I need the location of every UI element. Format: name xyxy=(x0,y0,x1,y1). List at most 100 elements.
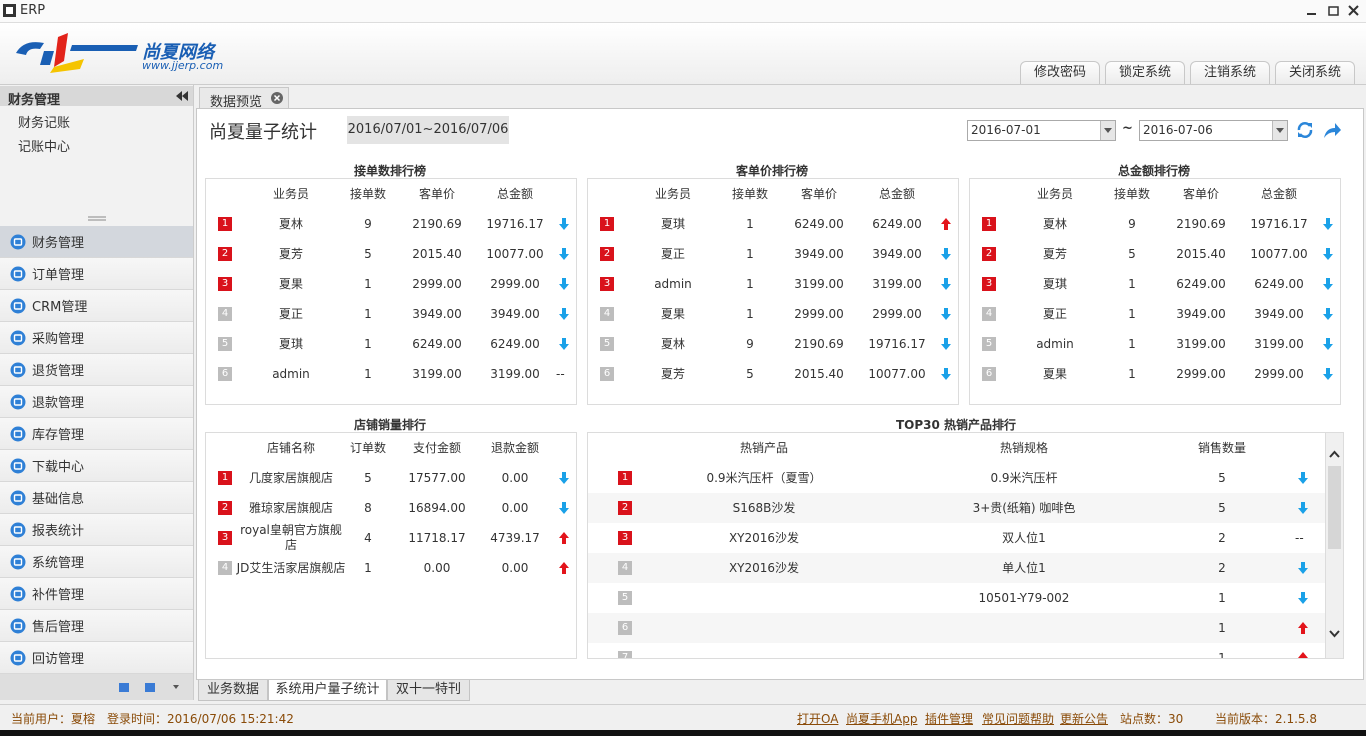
table-row: 3 夏果 1 2999.00 2999.00 xyxy=(206,269,576,299)
dropdown-arrow xyxy=(1272,121,1287,140)
table-header-row: 业务员 接单数 客单价 总金额 xyxy=(206,179,576,209)
bottom-tab[interactable]: 双十一特刊 xyxy=(387,680,470,701)
header-button[interactable]: 锁定系统 xyxy=(1105,61,1185,84)
table-row: 1 几度家居旗舰店 5 17577.00 0.00 xyxy=(206,463,576,493)
table-cell: 1 xyxy=(364,366,372,381)
header: 尚夏网络 www.jjerp.com 修改密码 锁定系统 注销系统 关闭系统 xyxy=(0,23,1366,85)
table-cell: 夏林 xyxy=(660,336,685,351)
header-button[interactable]: 关闭系统 xyxy=(1275,61,1355,84)
menu-icon xyxy=(10,586,26,601)
table-cell: 1 xyxy=(1218,620,1226,635)
menu-item[interactable]: 补件管理 xyxy=(0,578,193,610)
sidebar-sub-item[interactable]: 财务记账 xyxy=(18,116,71,131)
share-button[interactable] xyxy=(1322,121,1342,139)
menu-item[interactable]: CRM管理 xyxy=(0,290,193,322)
column-header: 热销产品 xyxy=(739,440,788,455)
menu-item[interactable]: 库存管理 xyxy=(0,418,193,450)
title-bar: ERP xyxy=(0,0,1366,23)
rank-badge: 3 xyxy=(218,277,232,291)
menu-item[interactable]: 财务管理 xyxy=(0,226,193,258)
status-link[interactable]: 插件管理 xyxy=(925,712,974,726)
trend-down-arrow xyxy=(1298,502,1308,514)
splitter[interactable] xyxy=(88,216,106,221)
bottom-tab[interactable]: 系统用户量子统计 xyxy=(268,680,387,701)
table-cell: 夏果 xyxy=(1042,366,1067,381)
date-select[interactable]: 2016-07-06 xyxy=(1139,120,1288,141)
menu-icon xyxy=(10,298,26,313)
table-cell: 5 xyxy=(1128,246,1136,261)
table-row: 3 XY2016沙发 双人位1 2 -- xyxy=(588,523,1326,553)
scrollbar[interactable] xyxy=(1325,432,1344,659)
table-cell: 夏芳 xyxy=(660,366,685,381)
table-title: 客单价排行榜 xyxy=(735,164,808,178)
table-cell: 3199.00 xyxy=(1254,336,1304,351)
rank-badge: 4 xyxy=(218,307,232,321)
table-cell: 2999.00 xyxy=(872,306,922,321)
trend-down-arrow xyxy=(559,502,569,514)
table-cell: 4 xyxy=(364,530,372,545)
column-header: 客单价 xyxy=(1182,186,1219,201)
rank-badge: 1 xyxy=(218,217,232,231)
status-link[interactable]: 尚夏手机App xyxy=(846,712,918,726)
menu-item[interactable]: 采购管理 xyxy=(0,322,193,354)
trend-none: -- xyxy=(1295,530,1304,545)
logo xyxy=(16,33,138,73)
table-cell: 2015.40 xyxy=(412,246,462,261)
table-cell: 0.9米汽压杆（夏雪） xyxy=(706,470,822,485)
table-cell: 1 xyxy=(746,216,754,231)
table-cell: admin xyxy=(1036,336,1074,351)
rank-badge: 7 xyxy=(618,651,632,658)
menu-item[interactable]: 系统管理 xyxy=(0,546,193,578)
window-controls[interactable] xyxy=(1305,4,1361,18)
menu-label: 售后管理 xyxy=(32,620,85,635)
trend-down-arrow xyxy=(1323,308,1333,320)
menu-item[interactable]: 售后管理 xyxy=(0,610,193,642)
dropdown-arrow xyxy=(1100,121,1115,140)
date-select[interactable]: 2016-07-01 xyxy=(967,120,1116,141)
table-cell: 1 xyxy=(1218,650,1226,659)
menu-item[interactable]: 退款管理 xyxy=(0,386,193,418)
table-cell: 2190.69 xyxy=(794,336,844,351)
bottom-tab[interactable]: 业务数据 xyxy=(198,680,268,701)
column-header: 店铺名称 xyxy=(266,440,315,455)
menu-item[interactable]: 基础信息 xyxy=(0,482,193,514)
menu-label: CRM管理 xyxy=(32,300,88,315)
trend-down-arrow xyxy=(559,338,569,350)
menu-item[interactable]: 退货管理 xyxy=(0,354,193,386)
document-tab[interactable]: 数据预览 xyxy=(199,87,289,110)
collapse-button[interactable] xyxy=(176,91,188,101)
table-cell: 6249.00 xyxy=(1176,276,1226,291)
table-row: 4 夏正 1 3949.00 3949.00 xyxy=(970,299,1340,329)
column-header: 总金额 xyxy=(878,186,915,201)
sidebar-toolbar xyxy=(0,674,193,700)
toolbar-icons[interactable] xyxy=(117,680,187,694)
tab-close[interactable] xyxy=(271,92,283,104)
trend-down-arrow xyxy=(1298,472,1308,484)
date-value: 2016-07-06 xyxy=(1143,123,1213,137)
table-cell: 10077.00 xyxy=(868,366,926,381)
rank-badge: 2 xyxy=(218,247,232,261)
column-header: 总金额 xyxy=(1260,186,1297,201)
column-header: 接单数 xyxy=(349,186,386,201)
header-button[interactable]: 修改密码 xyxy=(1020,61,1100,84)
sidebar-sub-item[interactable]: 记账中心 xyxy=(18,140,71,155)
menu-item[interactable]: 下载中心 xyxy=(0,450,193,482)
menu-item[interactable]: 回访管理 xyxy=(0,642,193,674)
status-link[interactable]: 常见问题帮助 xyxy=(982,712,1055,726)
table-header-row: 业务员 接单数 客单价 总金额 xyxy=(588,179,958,209)
menu-item[interactable]: 报表统计 xyxy=(0,514,193,546)
table-cell: royal皇朝官方旗舰店 xyxy=(240,523,342,552)
table-cell: 5 xyxy=(364,470,372,485)
menu-label: 退款管理 xyxy=(32,396,85,411)
table-cell: S168B沙发 xyxy=(732,500,796,515)
status-link[interactable]: 打开OA xyxy=(797,712,839,726)
menu-item[interactable]: 订单管理 xyxy=(0,258,193,290)
refresh-button[interactable] xyxy=(1296,121,1314,139)
trend-down-arrow xyxy=(559,278,569,290)
table-cell: XY2016沙发 xyxy=(728,560,800,575)
header-button[interactable]: 注销系统 xyxy=(1190,61,1270,84)
table-cell: 16894.00 xyxy=(408,500,466,515)
status-link[interactable]: 更新公告 xyxy=(1060,712,1109,726)
